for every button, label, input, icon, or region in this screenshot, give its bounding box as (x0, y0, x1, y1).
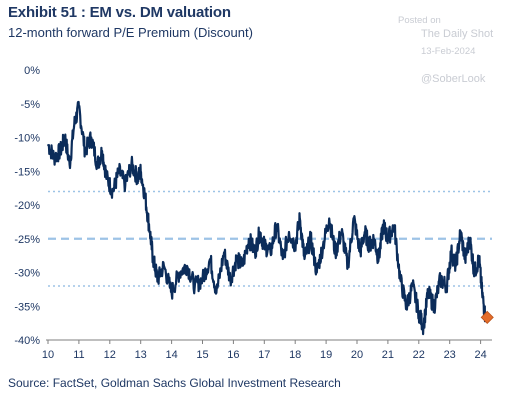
x-tick-label: 11 (73, 349, 84, 361)
x-tick-label: 18 (289, 349, 301, 361)
y-tick-label: -10% (14, 133, 40, 145)
reference-lines (48, 190, 492, 287)
watermark-date: 13-Feb-2024 (421, 46, 476, 57)
y-tick-label: -5% (20, 99, 40, 111)
x-tick-label: 16 (227, 349, 239, 361)
watermark-posted-on: Posted on (398, 15, 441, 26)
y-axis: 0% -5% -10% -15% -20% -25% -30% -35% -40% (14, 65, 40, 347)
y-tick-label: -15% (14, 166, 40, 178)
x-tick-label: 20 (351, 349, 363, 361)
x-tick-label: 22 (413, 349, 425, 361)
x-tick-label: 23 (444, 349, 456, 361)
watermark-name: The Daily Shot (421, 28, 494, 40)
x-tick-label: 24 (474, 349, 486, 361)
y-tick-label: -25% (14, 234, 40, 246)
y-tick-label: -35% (14, 301, 40, 313)
chart-subtitle: 12-month forward P/E Premium (Discount) (8, 25, 253, 40)
x-tick-label: 19 (320, 349, 332, 361)
series-line-pe-premium (46, 100, 487, 336)
watermark-handle: @SoberLook (421, 73, 486, 85)
y-tick-label: -30% (14, 268, 40, 280)
y-tick-label: 0% (24, 65, 40, 77)
x-tick-label: 15 (196, 349, 208, 361)
x-tick-label: 10 (42, 349, 54, 361)
y-tick-label: -20% (14, 200, 40, 212)
series-group (46, 100, 494, 336)
source-note: Source: FactSet, Goldman Sachs Global In… (8, 376, 341, 390)
x-tick-label: 14 (165, 349, 177, 361)
y-tick-label: -40% (14, 335, 40, 347)
x-tick-label: 21 (382, 349, 394, 361)
x-tick-label: 12 (104, 349, 116, 361)
x-axis: 10 11 12 13 14 15 16 17 18 19 20 21 22 23 24 (42, 339, 492, 361)
x-tick-label: 17 (258, 349, 270, 361)
x-tick-label: 13 (135, 349, 147, 361)
chart-title: Exhibit 51 : EM vs. DM valuation (8, 4, 231, 21)
last-point-marker (480, 310, 494, 324)
